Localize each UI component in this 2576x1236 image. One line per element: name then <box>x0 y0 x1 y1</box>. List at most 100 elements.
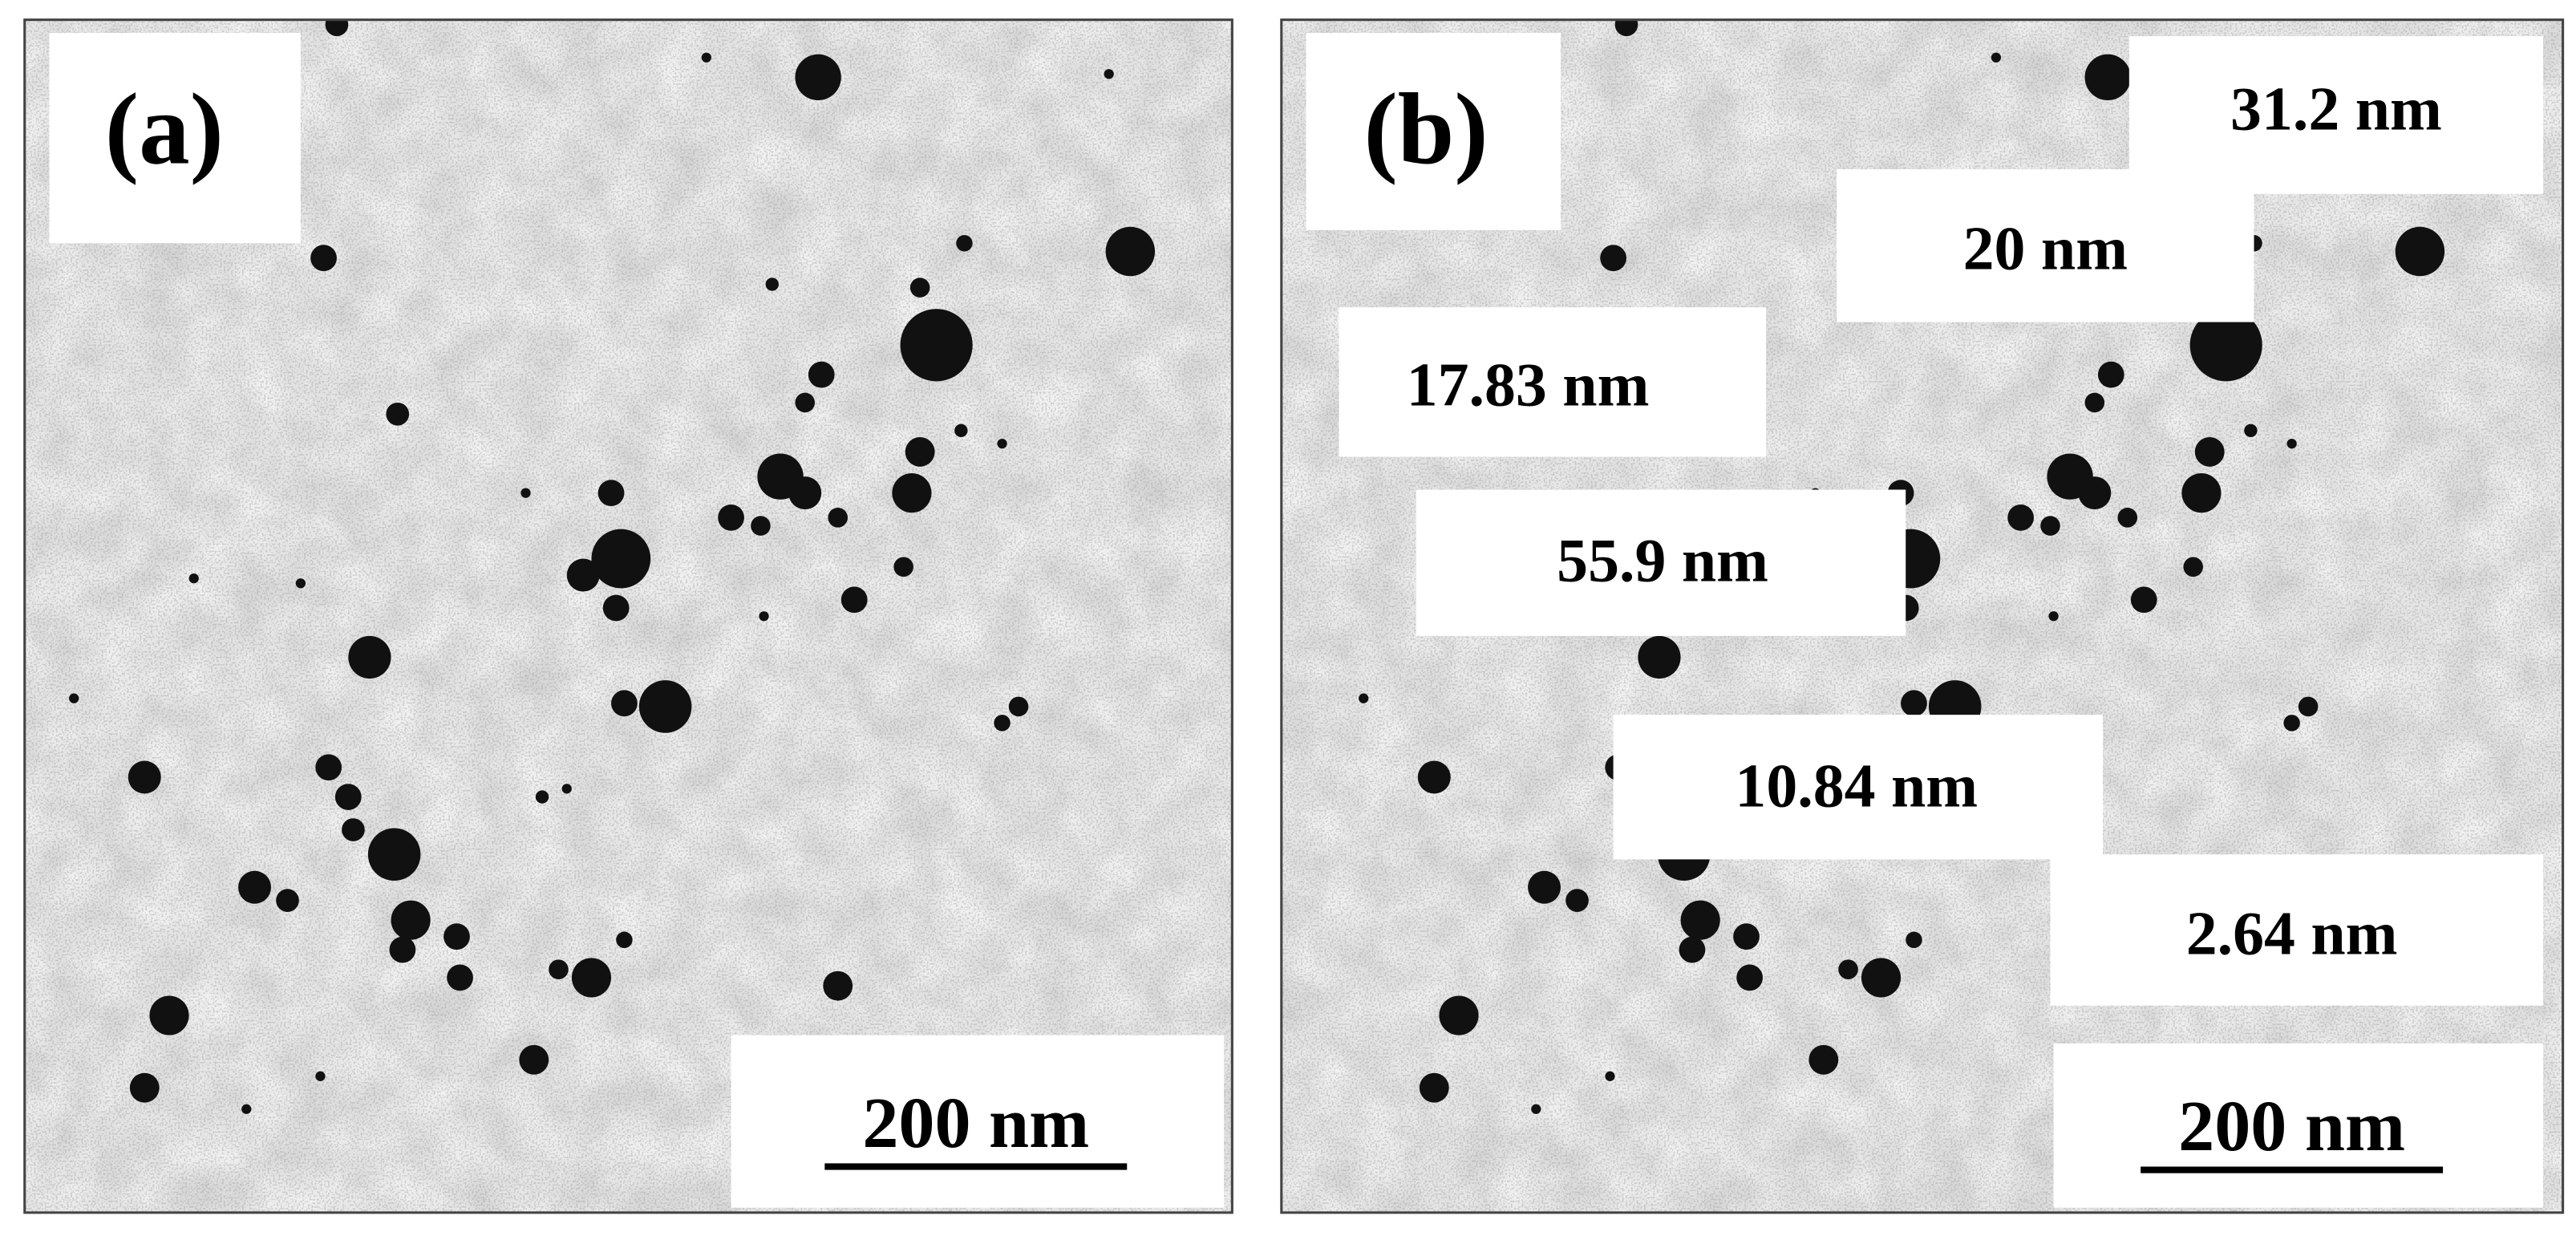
particle <box>2298 696 2319 717</box>
particle <box>325 19 349 37</box>
particle <box>391 900 431 940</box>
particle <box>602 594 630 622</box>
particle <box>1614 19 1638 37</box>
particle <box>315 1071 326 1081</box>
particle <box>893 557 913 577</box>
particle <box>2097 361 2124 388</box>
particle <box>2194 436 2225 467</box>
panel-frame <box>1280 18 2565 1214</box>
particle <box>535 790 549 804</box>
particle <box>238 870 271 904</box>
particle <box>823 971 853 1001</box>
particle <box>759 611 769 622</box>
particle <box>188 573 199 584</box>
particle <box>1679 936 1706 963</box>
measurement: 17.83 nm <box>1407 350 1650 419</box>
measurement: 31.2 nm <box>2230 74 2442 143</box>
particle <box>1906 931 1922 949</box>
particle <box>447 964 473 991</box>
particle <box>389 936 416 963</box>
particle <box>1733 923 1760 950</box>
particle <box>597 480 625 506</box>
particle <box>348 635 391 679</box>
scale-bar-label: 200 nm <box>862 1084 1089 1163</box>
particle <box>276 889 299 912</box>
particle <box>997 439 1007 449</box>
measure-box <box>1416 489 1906 636</box>
particle <box>2084 54 2131 101</box>
particle <box>2189 309 2262 382</box>
measure-box <box>1339 307 1767 457</box>
particle <box>2286 439 2297 449</box>
particle <box>1680 900 1720 940</box>
particle <box>751 516 771 536</box>
particle <box>2078 476 2112 510</box>
particle <box>956 235 973 252</box>
particle <box>1531 1104 1541 1114</box>
particle <box>566 558 600 592</box>
particle <box>128 760 161 794</box>
particle <box>1638 635 1681 679</box>
particle <box>1104 69 1114 79</box>
particle <box>2183 557 2203 577</box>
particle <box>638 680 692 733</box>
particle <box>1528 870 1561 904</box>
particle <box>994 715 1011 731</box>
particle <box>1808 1044 1839 1075</box>
panel-frame <box>23 18 1233 1214</box>
particle <box>2130 586 2157 614</box>
particles <box>69 19 1156 1114</box>
particle <box>149 995 189 1035</box>
scale-bar <box>2141 1166 2444 1173</box>
particle <box>2048 611 2059 622</box>
particle <box>561 784 572 794</box>
particle <box>2117 508 2138 528</box>
panel-label: (a) <box>105 73 224 185</box>
particle <box>765 278 779 291</box>
particle <box>2244 423 2258 437</box>
particle <box>828 508 849 528</box>
particle <box>129 1072 160 1103</box>
particle <box>519 1044 549 1075</box>
particle <box>241 1104 252 1114</box>
particle <box>1008 696 1029 717</box>
particle <box>2395 226 2445 277</box>
particle <box>1991 52 2002 63</box>
particle <box>1105 226 1156 277</box>
particle <box>1419 1072 1449 1103</box>
measurement: 20 nm <box>1963 213 2128 282</box>
particle <box>2040 516 2060 536</box>
scale-bar-label: 200 nm <box>2178 1087 2405 1166</box>
particle <box>892 473 932 513</box>
particle <box>520 488 531 498</box>
particle <box>1605 1071 1615 1081</box>
particle <box>591 529 651 589</box>
particle <box>1861 958 1902 998</box>
particle <box>1838 959 1858 979</box>
particle <box>1736 964 1764 991</box>
measure-box <box>2128 36 2544 194</box>
particle <box>1600 245 1626 272</box>
scale-bar <box>824 1163 1128 1170</box>
particle <box>549 959 569 979</box>
measurement: 55.9 nm <box>1557 526 1768 595</box>
measurement: 10.84 nm <box>1735 751 1978 820</box>
particle <box>900 309 973 382</box>
particle <box>1417 760 1451 794</box>
particle <box>701 52 711 63</box>
particle <box>1565 889 1589 912</box>
particle <box>342 818 365 841</box>
particle <box>954 423 968 437</box>
particle <box>315 754 342 781</box>
particle <box>334 784 362 810</box>
particle <box>808 361 835 388</box>
particle <box>905 436 935 467</box>
particle <box>2283 715 2300 731</box>
label-box <box>49 33 301 244</box>
particle <box>2007 504 2035 531</box>
particle <box>909 278 930 298</box>
particle <box>840 586 868 614</box>
measurement: 2.64 nm <box>2186 899 2398 968</box>
